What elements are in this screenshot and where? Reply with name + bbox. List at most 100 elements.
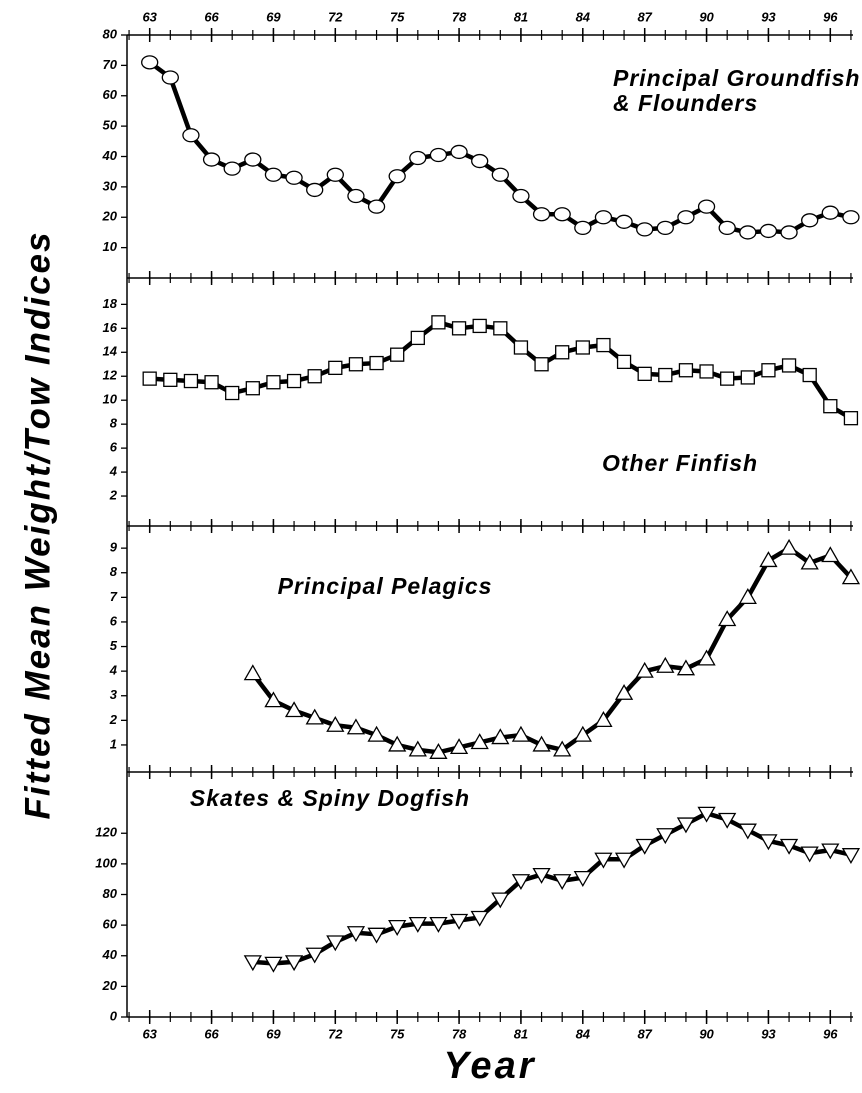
- y-tick-label: 10: [103, 392, 118, 407]
- panel-title: Skates & Spiny Dogfish: [190, 785, 470, 811]
- y-tick-label: 6: [110, 440, 118, 455]
- marker: [821, 546, 840, 563]
- x-tick-label: 72: [328, 1026, 343, 1041]
- marker: [534, 357, 549, 372]
- y-tick-label: 70: [103, 57, 118, 72]
- marker: [470, 910, 489, 927]
- x-tick-label: 78: [452, 1026, 467, 1041]
- marker: [575, 340, 590, 355]
- y-tick-label: 10: [103, 239, 118, 254]
- marker: [429, 743, 448, 759]
- marker: [328, 360, 343, 376]
- x-tick-label: 81: [514, 1026, 528, 1041]
- marker: [658, 367, 673, 383]
- marker: [410, 330, 425, 346]
- marker: [409, 150, 427, 166]
- marker: [781, 358, 797, 373]
- marker: [678, 363, 694, 378]
- y-tick-label: 6: [110, 613, 118, 628]
- marker: [616, 354, 632, 370]
- marker: [594, 711, 613, 727]
- marker: [285, 170, 303, 185]
- y-tick-label: 16: [103, 320, 118, 335]
- marker: [596, 337, 611, 353]
- marker: [594, 210, 613, 225]
- marker: [573, 725, 592, 742]
- marker: [841, 848, 861, 864]
- marker: [470, 733, 489, 750]
- y-tick-label: 0: [110, 1008, 118, 1023]
- x-tick-label: 75: [390, 1026, 405, 1041]
- marker: [532, 735, 551, 752]
- marker: [635, 838, 654, 855]
- marker: [141, 55, 159, 70]
- y-tick-label: 30: [103, 178, 118, 193]
- marker: [553, 207, 571, 222]
- x-tick-label: 87: [637, 1026, 652, 1041]
- marker: [636, 222, 654, 237]
- x-tick-label: 93: [761, 1026, 776, 1041]
- x-tick-label: 69: [266, 9, 281, 24]
- y-tick-label: 100: [95, 855, 117, 870]
- y-tick-label: 120: [95, 825, 117, 840]
- panel-title: Principal Pelagics: [278, 573, 493, 599]
- marker: [244, 152, 262, 167]
- marker: [451, 321, 467, 336]
- marker: [284, 955, 304, 972]
- marker: [677, 210, 695, 225]
- marker: [821, 205, 839, 220]
- marker: [573, 871, 592, 887]
- x-tick-label: 84: [576, 9, 591, 24]
- x-tick-label: 90: [699, 9, 714, 24]
- y-tick-label: 18: [103, 296, 118, 311]
- x-tick-label: 96: [823, 1026, 838, 1041]
- marker: [449, 913, 469, 930]
- x-tick-label: 93: [761, 9, 776, 24]
- marker: [697, 806, 716, 823]
- marker: [471, 153, 489, 169]
- marker: [759, 551, 778, 568]
- marker: [472, 318, 487, 334]
- marker: [408, 740, 427, 757]
- marker: [183, 373, 199, 389]
- marker: [513, 340, 529, 355]
- marker: [738, 823, 757, 840]
- y-tick-label: 5: [110, 638, 118, 653]
- marker: [553, 740, 572, 757]
- x-tick-label: 72: [328, 9, 343, 24]
- marker: [532, 867, 551, 884]
- marker: [635, 661, 654, 678]
- marker: [720, 371, 735, 386]
- y-tick-label: 14: [103, 344, 118, 359]
- marker: [759, 834, 778, 851]
- marker: [449, 738, 469, 755]
- marker: [823, 399, 838, 414]
- marker: [676, 817, 696, 834]
- marker: [718, 610, 737, 627]
- marker: [555, 345, 570, 360]
- y-tick-label: 1: [110, 736, 117, 751]
- y-tick-label: 60: [103, 87, 118, 102]
- y-tick-label: 40: [102, 947, 118, 962]
- marker: [307, 369, 322, 384]
- marker: [388, 169, 406, 184]
- marker: [491, 728, 510, 745]
- y-tick-label: 3: [110, 687, 118, 702]
- marker: [511, 874, 531, 891]
- marker: [367, 725, 386, 742]
- y-tick-label: 9: [110, 540, 118, 555]
- marker: [326, 715, 345, 732]
- y-tick-label: 4: [109, 464, 118, 479]
- marker: [348, 357, 364, 372]
- marker: [656, 220, 674, 236]
- y-tick-label: 20: [102, 978, 118, 993]
- marker: [347, 188, 365, 204]
- marker: [511, 725, 531, 742]
- y-tick-label: 40: [102, 148, 118, 163]
- marker: [574, 220, 592, 236]
- x-tick-label: 78: [452, 9, 467, 24]
- x-tick-label: 66: [204, 1026, 219, 1041]
- y-axis-label: Fitted Mean Weight/Tow Indices: [18, 231, 57, 820]
- x-tick-label: 84: [576, 1026, 591, 1041]
